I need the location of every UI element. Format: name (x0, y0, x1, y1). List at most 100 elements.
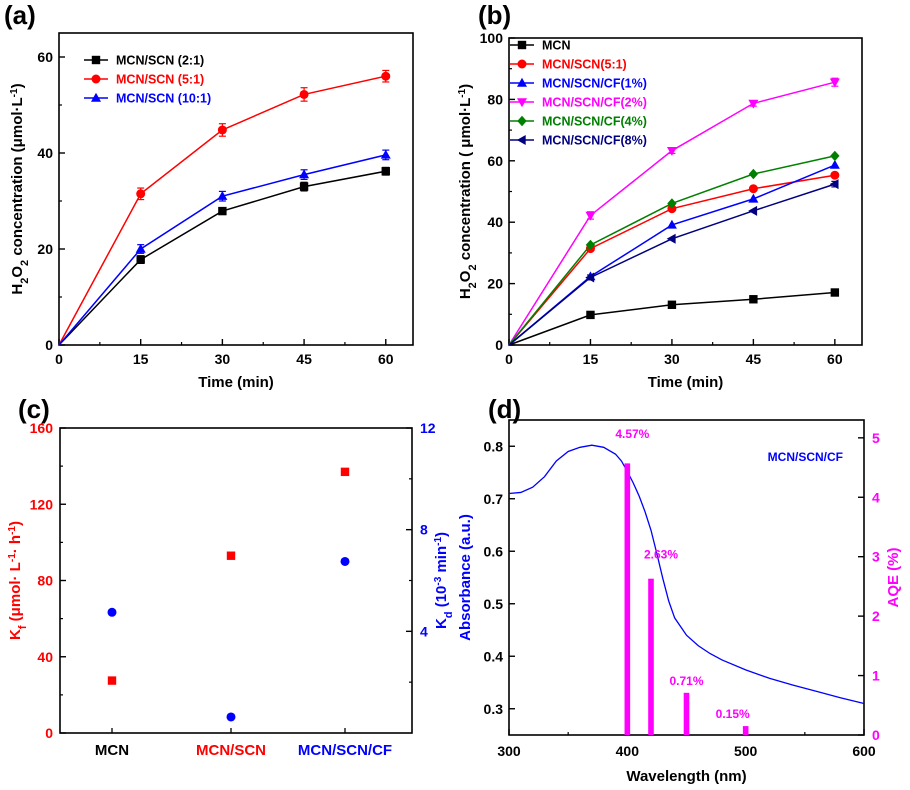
x-tick-label: 45 (296, 351, 312, 367)
y-tick-label: 60 (487, 153, 503, 169)
y-tick-label: 60 (37, 49, 53, 65)
category-label: MCN/SCN/CF (298, 742, 392, 759)
data-point (107, 607, 117, 617)
data-point (830, 170, 840, 180)
legend-label: MCN/SCN (10:1) (116, 92, 211, 106)
aqe-bar (742, 726, 749, 735)
data-point (829, 179, 839, 190)
left-tick-label: 0.5 (484, 596, 504, 612)
y-axis-title: H2O2 concentration ( μmol·L-1) (457, 84, 480, 299)
left-axis-title-part: -1 (7, 553, 18, 562)
plot-frame (58, 32, 414, 346)
legend-marker (516, 135, 526, 145)
x-tick-label: 15 (133, 351, 149, 367)
left-tick-label: 0 (45, 725, 53, 741)
data-point (667, 198, 677, 209)
y-axis-title-part: 2 (19, 278, 31, 284)
data-point (748, 193, 759, 203)
y-axis-title-part: -1 (457, 88, 468, 97)
aqe-label: 2.63% (644, 548, 678, 562)
x-axis-title: Time (min) (198, 374, 274, 391)
data-point (586, 310, 595, 320)
legend-marker (91, 74, 101, 84)
legend-label: MCN/SCN/CF(2%) (542, 96, 647, 110)
right-tick-label: 1 (872, 668, 880, 684)
absorbance-line (508, 444, 865, 705)
y-axis-title-part: O (457, 270, 474, 282)
left-tick-label: 0.3 (484, 701, 504, 717)
y-axis-title: H2O2 concentration (μmol·L-1) (9, 83, 32, 294)
data-point (585, 272, 595, 283)
data-point (107, 676, 117, 685)
data-point (667, 300, 677, 309)
y-tick-label: 40 (37, 145, 53, 161)
data-point (748, 168, 759, 180)
panel-label-b: (b) (478, 0, 511, 30)
right-tick-label: 4 (872, 489, 880, 505)
panel-label-a: (a) (4, 0, 36, 30)
y-axis-title-part: concentration (μmol·L (9, 97, 26, 260)
left-axis-title: Absorbance (a.u.) (457, 514, 474, 641)
x-tick-label: 60 (827, 351, 843, 367)
aqe-label: 0.15% (716, 707, 750, 721)
right-tick-label: 8 (420, 522, 428, 538)
y-axis-title-part: ) (9, 83, 26, 88)
data-point (666, 233, 676, 244)
left-axis-title-part: f (17, 625, 29, 629)
right-axis-title-part: -3 (433, 576, 444, 585)
data-point (830, 288, 840, 297)
data-point (217, 191, 228, 200)
y-tick-label: 100 (480, 30, 504, 46)
data-point (829, 159, 840, 169)
right-axis-title-part: d (443, 611, 455, 618)
data-point (340, 467, 350, 477)
aqe-bar (648, 578, 654, 735)
left-axis-title-part: ) (7, 521, 24, 526)
data-point (585, 211, 596, 221)
aqe-bar (683, 692, 690, 735)
x-tick-label: 500 (734, 743, 758, 759)
right-axis-title-part: min (433, 546, 450, 577)
right-tick-label: 0 (872, 727, 880, 743)
left-tick-label: 0.8 (484, 438, 504, 454)
left-tick-label: 40 (37, 649, 53, 665)
x-tick-label: 0 (55, 351, 63, 367)
data-point (748, 184, 758, 194)
data-point (666, 219, 677, 229)
data-point (666, 146, 677, 156)
x-tick-label: 0 (505, 351, 513, 367)
plot-frame (59, 427, 413, 734)
data-point (135, 243, 146, 253)
y-axis-title-part: H (457, 288, 474, 299)
y-tick-label: 0 (495, 337, 503, 353)
y-axis-title-part: 2 (19, 260, 31, 266)
x-tick-label: 45 (746, 351, 762, 367)
y-axis-title-part: 2 (467, 282, 479, 288)
left-tick-label: 160 (30, 420, 54, 436)
data-point (299, 89, 309, 99)
right-tick-label: 4 (420, 623, 428, 639)
panel-label-c: (c) (18, 394, 50, 424)
right-axis-title-part: -1 (433, 537, 444, 546)
data-point (218, 206, 227, 216)
y-axis-title-part: -1 (9, 88, 20, 97)
left-axis-title-part: · h (7, 535, 24, 553)
data-point (381, 167, 390, 176)
right-tick-label: 2 (872, 608, 880, 624)
legend-marker (517, 40, 527, 50)
x-tick-label: 15 (583, 351, 599, 367)
x-tick-label: 30 (664, 351, 680, 367)
legend-marker (517, 115, 527, 127)
left-tick-label: 120 (30, 496, 54, 512)
x-axis-title: Time (min) (648, 374, 724, 391)
right-axis-title-part: (10 (433, 586, 450, 612)
panel-label-d: (d) (488, 394, 521, 424)
legend-label: MCN/SCN (5:1) (116, 73, 204, 87)
data-point (380, 149, 391, 159)
y-axis-title-part: 2 (467, 264, 479, 270)
series-line (58, 154, 386, 346)
legend-marker (517, 98, 527, 108)
y-tick-label: 80 (487, 91, 503, 107)
x-tick-label: 60 (378, 351, 394, 367)
